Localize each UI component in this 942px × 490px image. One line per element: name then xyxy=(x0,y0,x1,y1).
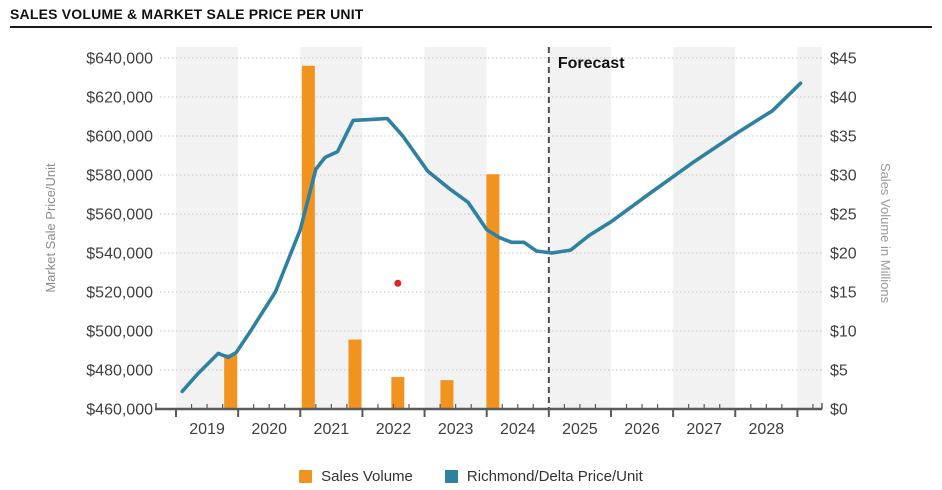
year-band xyxy=(797,47,822,409)
right-axis-tick-label: $5 xyxy=(830,363,848,380)
chart-canvas: Forecast $460,000 $480,000 $500,000 $520,000… xyxy=(86,47,857,438)
left-axis-tick-label: $560,000 xyxy=(86,207,153,224)
legend-item-price-per-unit[interactable]: Richmond/Delta Price/Unit xyxy=(444,468,643,485)
x-axis-year-label: 2022 xyxy=(376,421,412,438)
year-band xyxy=(176,47,239,409)
price-line-swatch-icon xyxy=(444,470,458,483)
x-axis-year-label: 2019 xyxy=(189,421,225,438)
year-band xyxy=(424,47,487,409)
legend-label: Sales Volume xyxy=(321,468,413,485)
legend-label: Richmond/Delta Price/Unit xyxy=(466,468,643,485)
sales-volume-bar xyxy=(224,354,238,409)
x-axis-year-label: 2027 xyxy=(686,421,722,438)
chart-legend: Sales Volume Richmond/Delta Price/Unit xyxy=(0,468,942,485)
sales-volume-swatch-icon xyxy=(299,470,313,483)
right-axis-tick-label: $20 xyxy=(830,246,857,263)
page-title: SALES VOLUME & MARKET SALE PRICE PER UNI… xyxy=(10,6,364,22)
x-axis-year-label: 2028 xyxy=(749,421,785,438)
x-axis-year-label: 2026 xyxy=(624,421,660,438)
sales-volume-bar xyxy=(486,174,500,409)
left-axis-tick-label: $580,000 xyxy=(86,168,153,185)
sales-volume-bar xyxy=(391,377,405,409)
left-axis-tick-label: $500,000 xyxy=(86,324,153,341)
left-axis-tick-label: $460,000 xyxy=(86,402,153,419)
sales-volume-bar xyxy=(440,380,454,409)
right-axis-tick-label: $30 xyxy=(830,168,857,185)
price-per-unit-line xyxy=(180,81,803,394)
title-underline xyxy=(10,26,932,28)
right-axis-tick-label: $25 xyxy=(830,207,857,224)
outlier-dot xyxy=(394,279,402,287)
left-axis-tick-label: $620,000 xyxy=(86,90,153,107)
left-axis-tick-label: $600,000 xyxy=(86,129,153,146)
x-axis-year-label: 2024 xyxy=(500,421,536,438)
right-axis-tick-label: $0 xyxy=(830,402,848,419)
left-axis-tick-label: $480,000 xyxy=(86,363,153,380)
legend-item-sales-volume[interactable]: Sales Volume xyxy=(299,468,413,485)
left-axis-tick-label: $640,000 xyxy=(86,51,153,68)
x-axis-year-label: 2021 xyxy=(314,421,350,438)
right-axis-tick-label: $15 xyxy=(830,285,857,302)
right-axis-tick-label: $35 xyxy=(830,129,857,146)
x-axis-year-label: 2025 xyxy=(562,421,598,438)
left-axis-tick-label: $520,000 xyxy=(86,285,153,302)
right-axis-tick-label: $40 xyxy=(830,90,857,107)
x-axis-year-label: 2023 xyxy=(438,421,474,438)
year-band xyxy=(673,47,736,409)
right-axis-tick-label: $10 xyxy=(830,324,857,341)
forecast-label: Forecast xyxy=(558,55,625,72)
sales-volume-bar xyxy=(348,339,362,409)
right-axis-tick-label: $45 xyxy=(830,51,857,68)
left-axis-tick-label: $540,000 xyxy=(86,246,153,263)
sales-volume-bar xyxy=(301,65,315,410)
x-axis-year-label: 2020 xyxy=(251,421,287,438)
